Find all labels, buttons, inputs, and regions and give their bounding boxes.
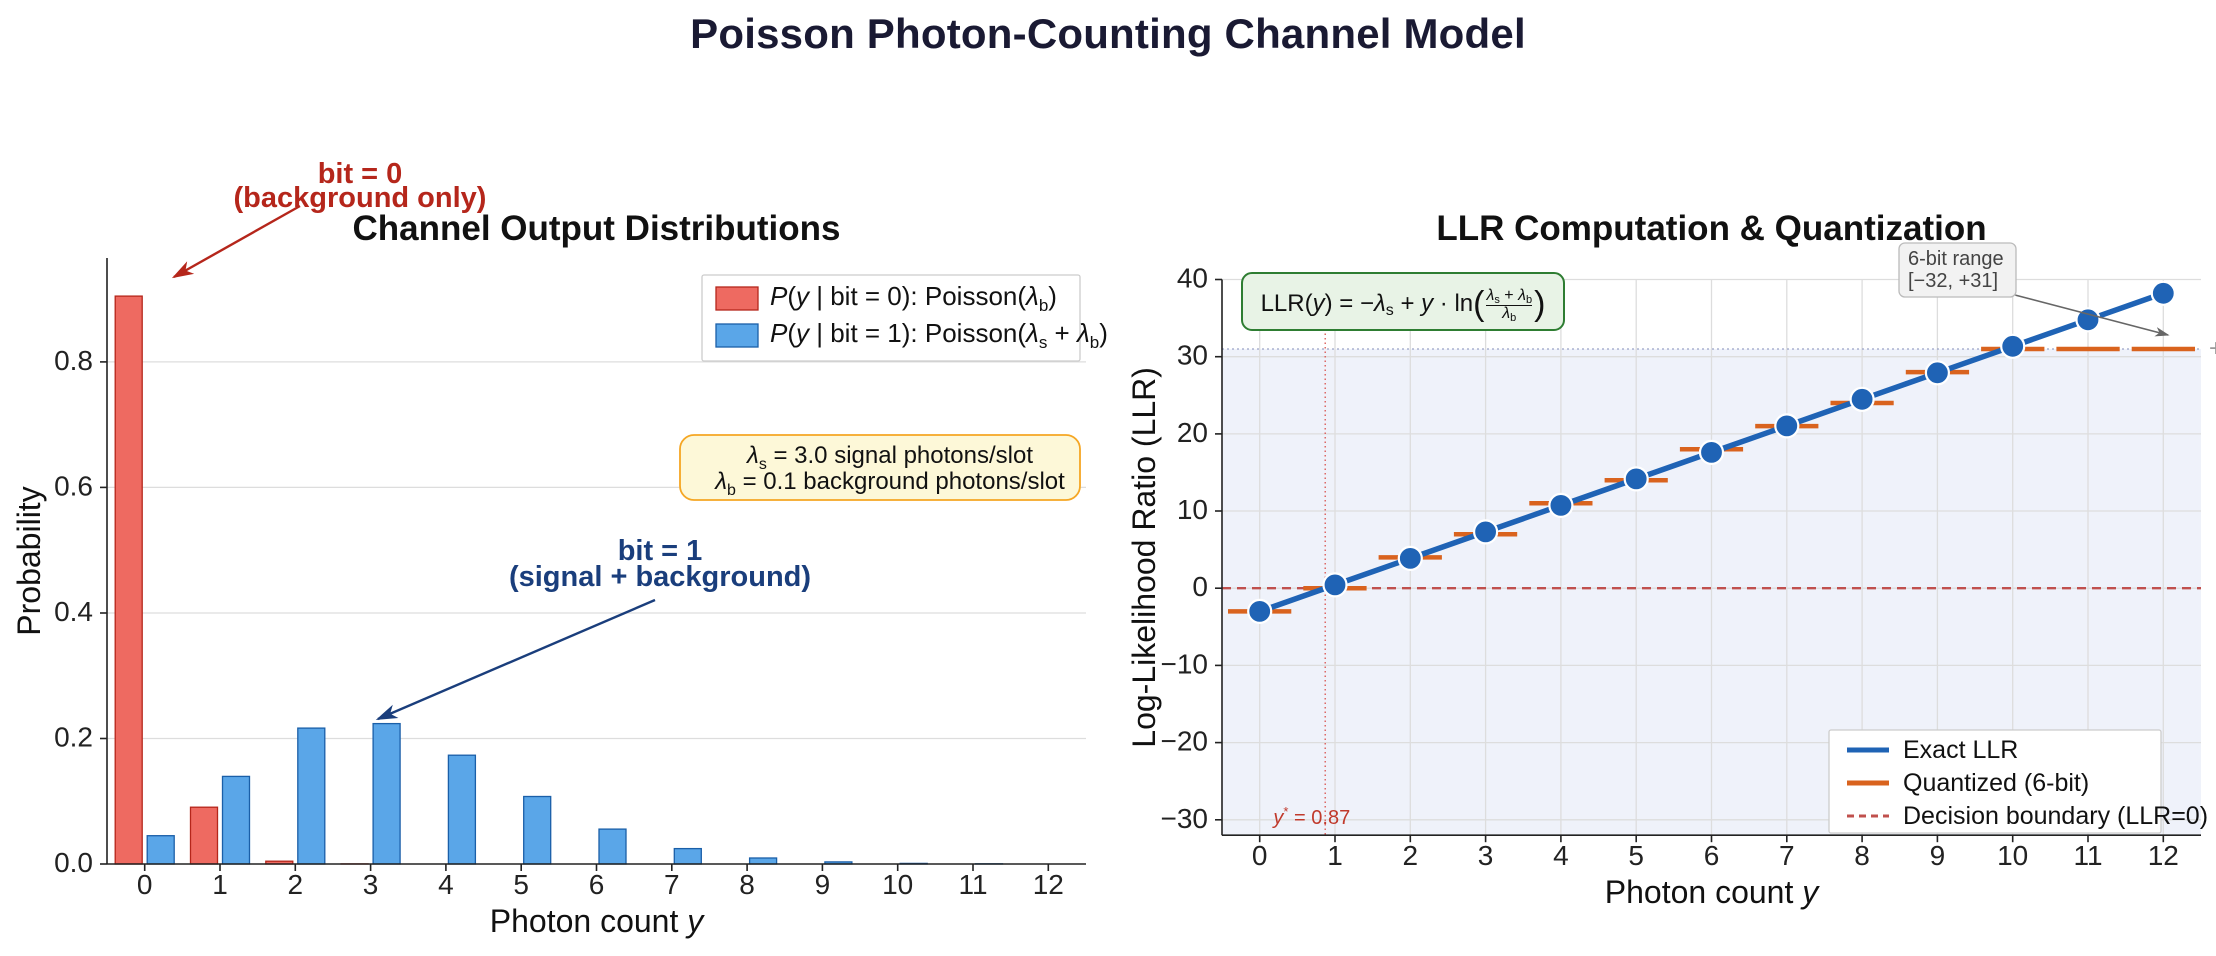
svg-text:20: 20 — [1177, 417, 1208, 448]
svg-text:40: 40 — [1177, 263, 1208, 294]
svg-text:+31: +31 — [2209, 335, 2216, 362]
svg-text:Exact LLR: Exact LLR — [1903, 736, 2018, 764]
svg-text:5: 5 — [1628, 840, 1644, 871]
svg-text:6: 6 — [1704, 840, 1720, 871]
svg-text:[−32, +31]: [−32, +31] — [1908, 270, 1998, 292]
svg-text:Photon count y: Photon count y — [1605, 874, 1820, 910]
svg-text:P(y | bit = 0): Poisson(λb): P(y | bit = 0): Poisson(λb) — [770, 281, 1057, 315]
svg-text:0: 0 — [137, 869, 153, 900]
svg-text:−30: −30 — [1161, 803, 1209, 834]
svg-text:0: 0 — [1192, 571, 1208, 602]
svg-text:11: 11 — [958, 869, 987, 900]
svg-text:Photon count y: Photon count y — [490, 903, 705, 939]
svg-text:−10: −10 — [1161, 648, 1209, 679]
svg-text:0.0: 0.0 — [54, 847, 93, 878]
svg-text:1: 1 — [1327, 840, 1343, 871]
svg-text:5: 5 — [513, 869, 529, 900]
svg-text:10: 10 — [1177, 494, 1208, 525]
svg-text:(background only): (background only) — [234, 182, 487, 214]
svg-text:8: 8 — [1854, 840, 1870, 871]
svg-text:3: 3 — [1478, 840, 1494, 871]
svg-text:Channel Output Distributions: Channel Output Distributions — [352, 209, 840, 248]
svg-text:12: 12 — [1033, 869, 1064, 900]
svg-text:Decision boundary (LLR=0): Decision boundary (LLR=0) — [1903, 802, 2208, 830]
svg-text:Quantized (6-bit): Quantized (6-bit) — [1903, 769, 2089, 797]
svg-text:7: 7 — [664, 869, 680, 900]
svg-text:0.6: 0.6 — [54, 470, 93, 501]
svg-text:−20: −20 — [1161, 726, 1209, 757]
svg-text:7: 7 — [1779, 840, 1795, 871]
svg-text:30: 30 — [1177, 340, 1208, 371]
svg-text:9: 9 — [815, 869, 831, 900]
svg-text:2: 2 — [1403, 840, 1419, 871]
svg-text:10: 10 — [882, 869, 913, 900]
svg-text:Log-Likelihood Ratio (LLR): Log-Likelihood Ratio (LLR) — [1126, 367, 1162, 748]
svg-text:(signal + background): (signal + background) — [509, 561, 811, 593]
svg-text:6: 6 — [589, 869, 605, 900]
svg-text:0.8: 0.8 — [54, 345, 93, 376]
svg-text:LLR Computation & Quantization: LLR Computation & Quantization — [1436, 209, 1986, 248]
svg-text:0.2: 0.2 — [54, 722, 93, 753]
svg-text:0: 0 — [1252, 840, 1268, 871]
svg-text:3: 3 — [363, 869, 379, 900]
svg-text:8: 8 — [739, 869, 755, 900]
svg-text:Probability: Probability — [11, 486, 47, 635]
svg-text:6-bit range: 6-bit range — [1908, 248, 2004, 270]
svg-text:0.4: 0.4 — [54, 596, 93, 627]
svg-text:4: 4 — [1553, 840, 1569, 871]
svg-text:1: 1 — [212, 869, 228, 900]
svg-text:4: 4 — [438, 869, 454, 900]
svg-text:9: 9 — [1930, 840, 1946, 871]
svg-text:2: 2 — [288, 869, 304, 900]
svg-text:11: 11 — [2073, 840, 2102, 871]
svg-text:P(y | bit = 1): Poisson(λs + λ: P(y | bit = 1): Poisson(λs + λb) — [770, 318, 1108, 352]
svg-text:12: 12 — [2148, 840, 2179, 871]
svg-text:10: 10 — [1997, 840, 2028, 871]
svg-text:λb = 0.1 background photons/sl: λb = 0.1 background photons/slot — [713, 468, 1065, 499]
